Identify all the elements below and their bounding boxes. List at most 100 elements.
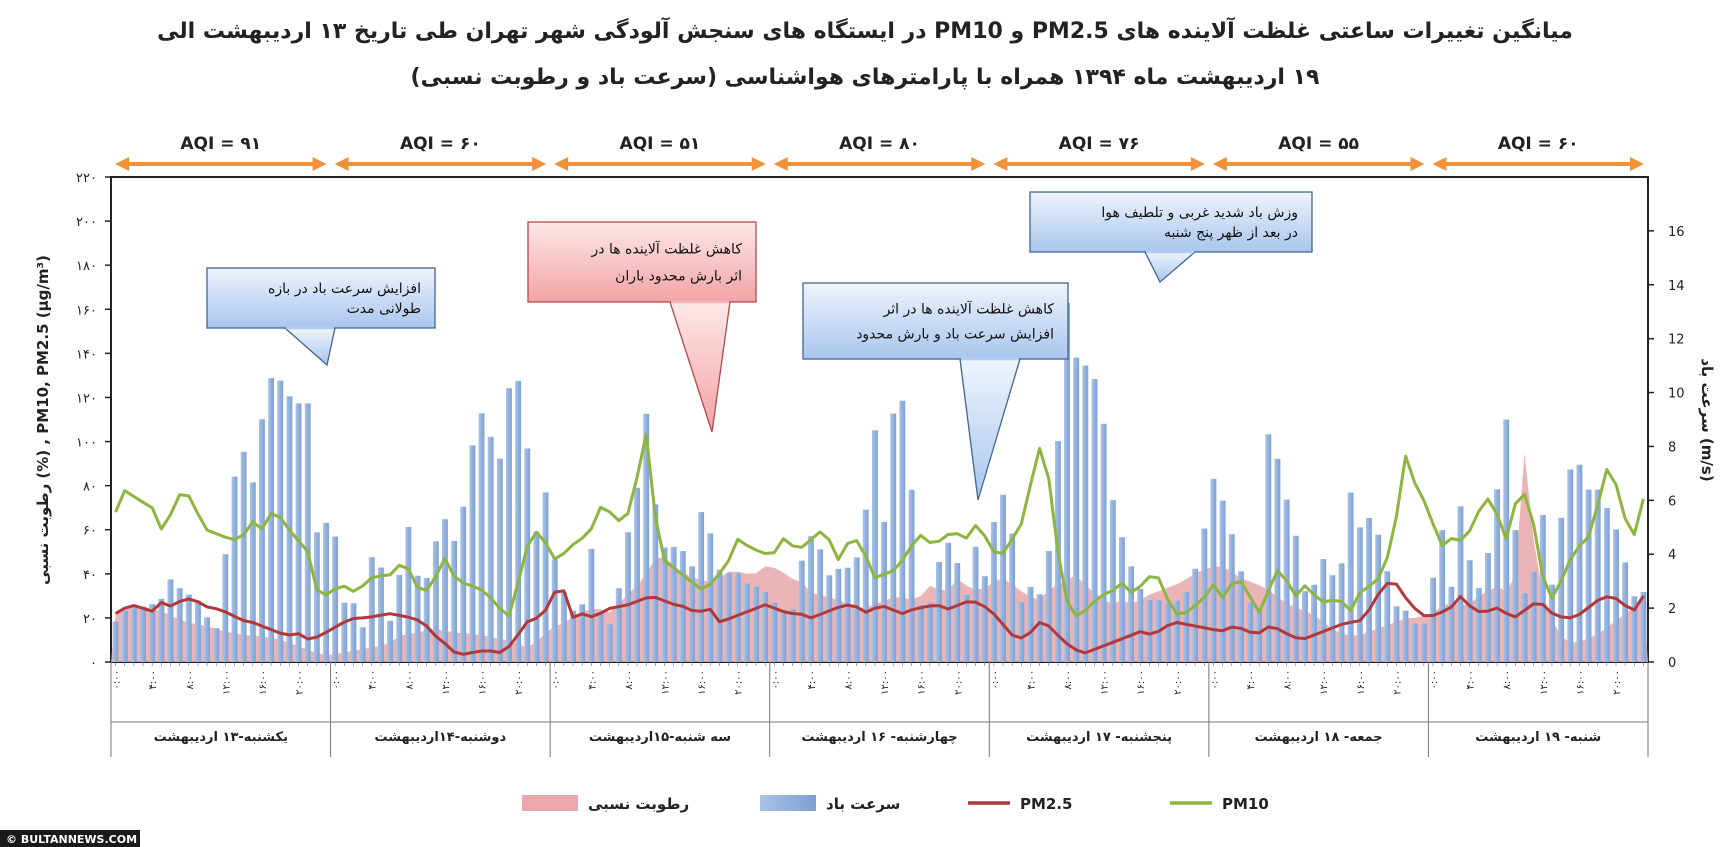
y-left-tick-label: ۱۰۰ [76, 436, 97, 451]
wind-bar [1503, 419, 1510, 662]
wind-bar [734, 573, 741, 662]
callout: افزایش سرعت باد در بازه طولانی مدت [206, 267, 436, 367]
wind-bar [1311, 584, 1317, 662]
aqi-arrow-head [115, 157, 129, 171]
wind-bar [1558, 517, 1565, 662]
callout: کاهش غلظت آلاینده ها در اثر بارش محدود با… [527, 221, 757, 433]
x-hour-label: ۰:۰۰ [551, 670, 562, 689]
credit-bar [0, 830, 140, 847]
aqi-arrow-head [1212, 157, 1227, 171]
wind-bar [1457, 506, 1464, 662]
aqi-band: AQI = ۹۱ AQI = ۶۰ AQI = ۵۱ AQI = ۸۰ AQI = ۷۶… [115, 134, 1644, 171]
aqi-arrow-head [1630, 157, 1644, 171]
y-left-tick-label: ۸۰ [83, 480, 97, 495]
callout-text: افزایش سرعت باد و بارش محدود [856, 327, 1054, 343]
wind-bar [1164, 602, 1171, 662]
wind-bar [1265, 434, 1272, 662]
aqi-arrow-head [971, 157, 986, 171]
wind-bar [1549, 584, 1555, 662]
wind-bar [698, 512, 705, 662]
wind-bar [368, 557, 375, 662]
day-label: سه شنبه-۱۵اردیبهشت [589, 730, 731, 745]
wind-bar [1475, 587, 1482, 662]
x-hour-label: ۱۶:۰۰ [478, 670, 489, 695]
wind-bar [222, 554, 229, 662]
wind-bar [1530, 571, 1537, 662]
wind-bar [249, 482, 256, 662]
aqi-arrow-head [532, 157, 547, 171]
y-right-tick-label: 10 [1668, 387, 1685, 402]
day-label: جمعه- ۱۸ اردیبهشت [1255, 730, 1383, 745]
wind-bar [167, 579, 174, 662]
wind-bar [1018, 602, 1025, 662]
callout-text: افزایش سرعت باد در بازه [268, 281, 421, 297]
wind-bar [1320, 559, 1327, 662]
x-hour-label: ۰:۰۰ [331, 670, 342, 689]
day-label: دوشنبه-۱۴اردیبهشت [375, 730, 507, 745]
wind-bar [396, 574, 403, 662]
legend-swatch [522, 795, 578, 811]
wind-bar [478, 413, 485, 662]
legend-label: سرعت باد [826, 795, 900, 813]
wind-bar [1430, 577, 1436, 662]
x-hour-label: ۴:۰۰ [1027, 670, 1038, 689]
wind-bar [1402, 610, 1409, 662]
x-hour-label: ۱۲:۰۰ [1319, 670, 1330, 695]
x-hour-label: ۲۰:۰۰ [953, 670, 964, 695]
callout-text: اثر بارش محدود باران [615, 268, 742, 284]
y-right-tick-label: 2 [1668, 602, 1676, 617]
wind-bar [359, 627, 366, 662]
x-hour-label: ۱۶:۰۰ [697, 670, 708, 695]
wind-bar [1329, 575, 1336, 662]
wind-bar [213, 628, 220, 662]
axes: ۰ ۲۰ ۴۰ ۶۰ ۸۰ ۱۰۰ ۱۲۰ ۱۴۰ ۱۶۰ ۱۸۰ ۲۰۰ ۲۲۰ 0 2 4 6 8 10 12 1… [76, 171, 1685, 671]
wind-bar [1338, 563, 1345, 662]
wind-bar [789, 609, 796, 662]
wind-bar [890, 413, 897, 662]
humidity-area [111, 452, 1648, 662]
x-hour-label: ۴:۰۰ [587, 670, 598, 689]
wind-bar [926, 602, 933, 662]
callout-text: وزش باد شدید غربی و تلطیف هوا [1101, 205, 1298, 221]
aqi-arrow-head [751, 157, 766, 171]
y-left-tick-label: ۲۲۰ [76, 171, 97, 186]
humidity-series [111, 452, 1648, 662]
y-left-tick-label: ۱۴۰ [76, 347, 97, 362]
wind-bar [652, 504, 659, 662]
wind-bar [268, 378, 275, 662]
y-right-tick-label: 16 [1668, 225, 1685, 240]
wind-bar [1128, 566, 1135, 662]
wind-bar [872, 430, 878, 662]
wind-bar [112, 621, 119, 662]
wind-bar [972, 546, 979, 662]
wind-bar [615, 588, 622, 662]
aqi-label: AQI = ۶۰ [1498, 134, 1579, 154]
wind-bar [551, 559, 558, 662]
wind-bar [1137, 588, 1144, 662]
x-hour-label: ۴:۰۰ [807, 670, 818, 689]
credit-text: © BULTANNEWS.COM [6, 833, 137, 846]
wind-bar [195, 600, 201, 662]
x-hour-label: ۱۲:۰۰ [221, 670, 232, 695]
wind-bar [1036, 594, 1043, 662]
y-right-tick-label: 12 [1668, 333, 1685, 348]
y-left-tick-label: ۱۲۰ [76, 391, 97, 406]
wind-bar [1512, 530, 1519, 662]
wind-bar [231, 476, 238, 662]
x-hour-label: ۲۰:۰۰ [295, 670, 306, 695]
day-label: یکشنبه-۱۳ اردیبهشت [154, 730, 288, 745]
wind-bar [1119, 537, 1125, 662]
x-hour-label: ۴:۰۰ [368, 670, 379, 689]
wind-bar [1219, 500, 1226, 662]
wind-bar [808, 536, 814, 662]
wind-bar [990, 521, 997, 662]
callouts: افزایش سرعت باد در بازه طولانی مدت کاهش غل… [206, 191, 1313, 501]
wind-bar [954, 563, 961, 662]
y-left-tick-label: ۱۸۰ [76, 259, 97, 274]
legend-label: PM2.5 [1020, 795, 1073, 813]
wind-bar [1439, 530, 1446, 662]
aqi-arrow-head [334, 157, 349, 171]
callout-box [206, 267, 436, 329]
wind-bar [1576, 464, 1583, 662]
